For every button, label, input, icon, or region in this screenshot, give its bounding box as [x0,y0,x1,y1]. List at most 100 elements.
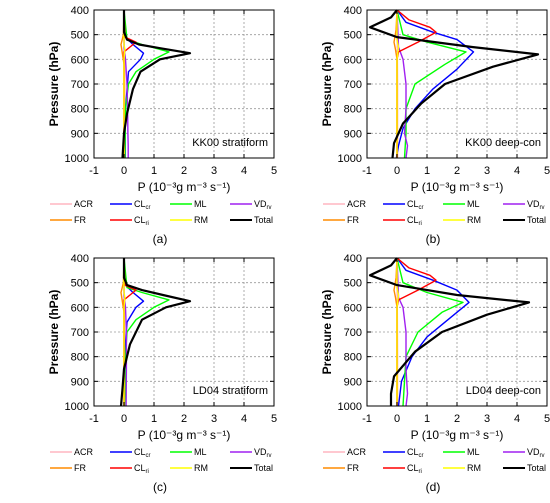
legend-label-main: RM [467,215,481,225]
legend-label-main: Total [527,463,546,473]
x-tick-label: 5 [544,413,550,425]
y-tick-label: 800 [344,104,362,116]
legend-label-acr: ACR [347,199,367,209]
x-tick-label: 3 [484,165,490,177]
legend-label-rm: RM [467,215,481,225]
x-tick-label: 1 [424,413,430,425]
y-tick-label: 600 [344,54,362,66]
x-tick-label: 0 [121,413,127,425]
legend-label-total: Total [527,215,546,225]
series-group [368,9,540,159]
legend-label-clri: CLri [134,463,149,475]
y-tick-label: 1000 [65,153,89,165]
legend-label-total: Total [527,463,546,473]
y-tick-label: 900 [71,128,89,140]
legend-label-main: ML [194,447,207,457]
legend-label-clri: CLri [134,215,149,227]
grid [367,10,547,158]
legend-label-main: RM [467,463,481,473]
y-tick-label: 900 [344,128,362,140]
grid [367,258,547,406]
panel-title: LD04 stratiform [193,385,268,397]
y-tick-label: 700 [344,327,362,339]
grid [94,10,274,158]
legend-label-main: ACR [347,199,367,209]
y-tick-label: 900 [71,376,89,388]
x-tick-label: 2 [454,165,460,177]
y-tick-label: 600 [344,302,362,314]
x-tick-label: 4 [241,413,247,425]
series-line-total [368,9,540,159]
y-tick-label: 600 [71,302,89,314]
legend-label-clcr: CLcr [407,447,424,459]
legend-label-clcr: CLcr [407,199,424,211]
y-tick-label: 500 [71,278,89,290]
panel-title: KK00 stratiform [192,137,268,149]
y-tick-label: 700 [344,79,362,91]
y-axis-label: Pressure (hPa) [47,290,61,375]
x-tick-label: 0 [394,413,400,425]
x-axis-label: P (10⁻³g m⁻³ s⁻¹) [138,428,231,442]
x-tick-label: 0 [121,165,127,177]
panel-label: (c) [153,480,167,494]
legend-label-main: CL [134,463,146,473]
legend-label-main: Total [527,215,546,225]
series-line-clcr [396,257,470,407]
legend-label-main: ML [467,199,480,209]
series-line-ml [396,9,467,159]
legend-label-main: CL [134,199,146,209]
legend-label-main: RM [194,463,208,473]
series-line-clcr [395,9,475,159]
y-axis-label: Pressure (hPa) [47,42,61,127]
legend-label-main: VD [527,447,540,457]
legend-label-main: RM [194,215,208,225]
legend-label-sub: ri [419,469,422,475]
series-line-ml [396,257,464,407]
x-tick-label: 2 [454,413,460,425]
series-line-total [119,258,192,407]
series-line-rm [396,10,400,158]
x-tick-label: 0 [394,165,400,177]
panel-title: LD04 deep-con [466,385,541,397]
legend-label-acr: ACR [74,447,94,457]
series-group [120,9,192,159]
legend-label-main: VD [527,199,540,209]
legend-label-ml: ML [194,199,207,209]
y-tick-label: 400 [71,253,89,265]
legend-label-clri: CLri [407,215,422,227]
y-tick-label: 800 [71,352,89,364]
x-tick-label: 4 [241,165,247,177]
series-group [119,257,192,407]
legend-label-main: Total [254,463,273,473]
y-axis-label: Pressure (hPa) [320,42,334,127]
x-tick-label: 1 [151,413,157,425]
x-axis-label: P (10⁻³g m⁻³ s⁻¹) [411,428,504,442]
x-tick-label: 1 [424,165,430,177]
x-tick-label: 2 [181,413,187,425]
legend-label-sub: rv [267,205,272,211]
legend-label-main: CL [407,447,419,457]
legend-label-clri: CLri [407,463,422,475]
legend-label-clcr: CLcr [134,199,151,211]
x-tick-label: -1 [362,413,372,425]
legend-label-vdrv: VDrv [527,447,545,459]
legend-label-main: VD [254,199,267,209]
x-tick-label: 3 [211,413,217,425]
legend-label-main: Total [254,215,273,225]
legend-label-sub: cr [419,453,424,459]
panel-label: (a) [153,232,168,246]
series-line-total [368,257,531,406]
x-tick-label: 4 [514,165,520,177]
series-line-rm [396,258,400,406]
legend-label-main: CL [407,199,419,209]
legend-label-sub: cr [146,453,151,459]
y-tick-label: 1000 [65,401,89,413]
x-axis-label: P (10⁻³g m⁻³ s⁻¹) [138,180,231,194]
x-tick-label: 3 [211,165,217,177]
series-group [368,257,531,407]
legend-label-total: Total [254,463,273,473]
legend-label-sub: rv [267,453,272,459]
legend-label-total: Total [254,215,273,225]
